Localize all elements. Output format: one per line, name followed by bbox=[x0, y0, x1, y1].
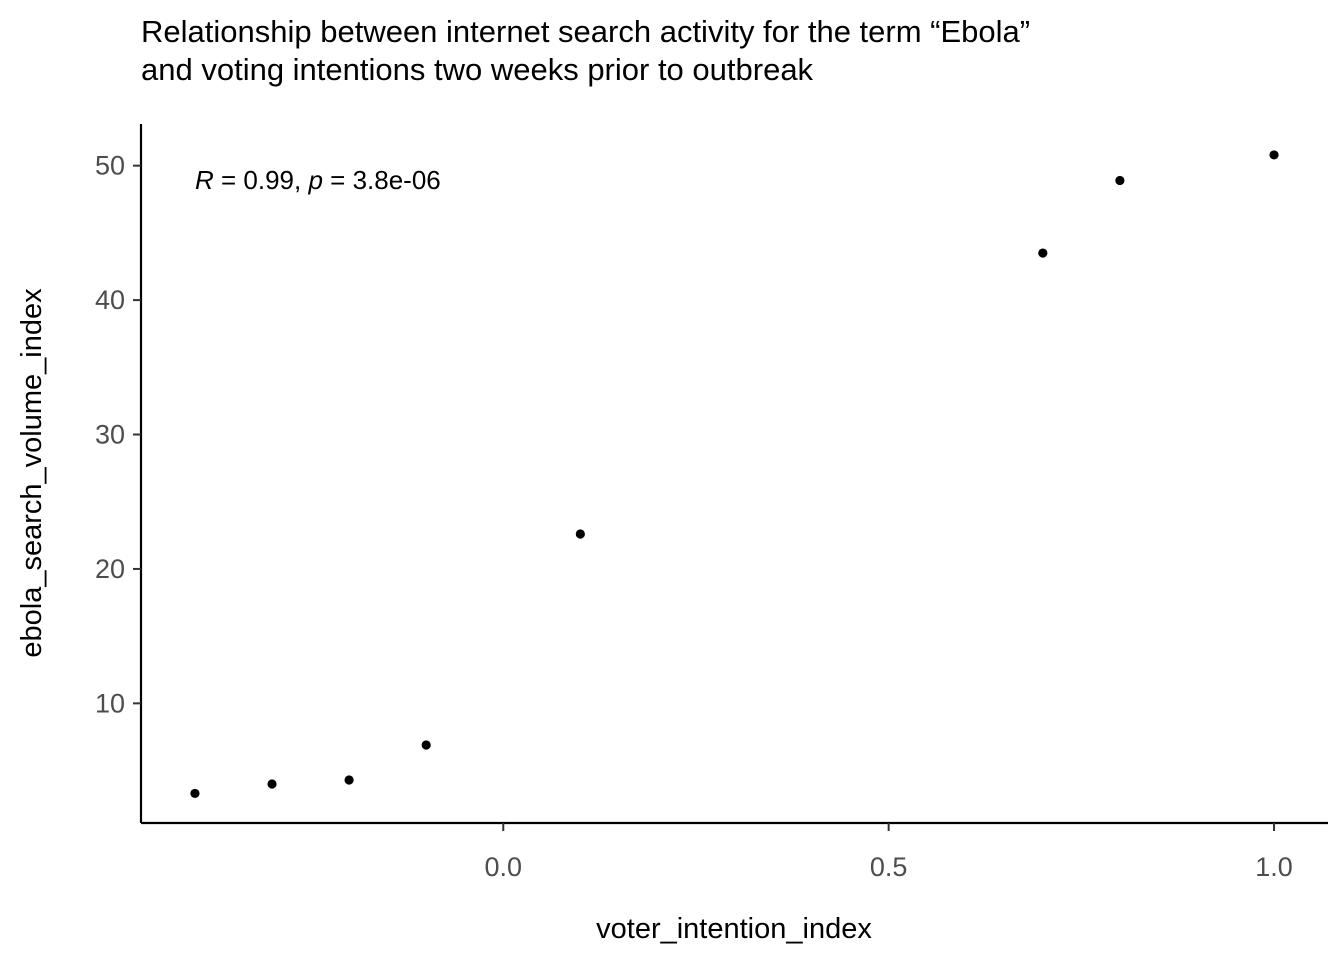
chart-title: Relationship between internet search act… bbox=[141, 14, 1030, 87]
data-point bbox=[267, 779, 277, 789]
y-tick-label: 30 bbox=[95, 420, 125, 450]
x-tick-label: 0.5 bbox=[870, 852, 908, 882]
y-tick-label: 50 bbox=[95, 151, 125, 181]
x-axis-ticks: 0.0 0.5 1.0 bbox=[484, 823, 1293, 882]
x-tick-label: 0.0 bbox=[484, 852, 522, 882]
chart-title-line-2: and voting intentions two weeks prior to… bbox=[141, 52, 814, 87]
correlation-annotation: R = 0.99, p = 3.8e-06 bbox=[195, 165, 441, 195]
y-tick-label: 10 bbox=[95, 688, 125, 718]
x-axis-title: voter_intention_index bbox=[596, 913, 872, 945]
data-point bbox=[190, 788, 200, 799]
y-tick-label: 20 bbox=[95, 554, 125, 584]
x-tick-label: 1.0 bbox=[1255, 852, 1293, 882]
y-axis-ticks: 10 20 30 40 50 bbox=[95, 151, 141, 718]
y-axis-title: ebola_search_volume_index bbox=[16, 288, 48, 658]
data-point bbox=[1269, 150, 1279, 160]
data-point bbox=[575, 529, 585, 539]
data-point bbox=[1115, 175, 1125, 186]
p-symbol: p bbox=[307, 165, 322, 195]
data-points bbox=[190, 150, 1279, 799]
data-point bbox=[344, 775, 354, 785]
data-point bbox=[421, 740, 431, 750]
chart-title-line-1: Relationship between internet search act… bbox=[141, 14, 1030, 49]
y-tick-label: 40 bbox=[95, 285, 125, 315]
r-value: = 0.99, bbox=[214, 165, 309, 195]
r-symbol: R bbox=[195, 165, 214, 195]
p-value: = 3.8e-06 bbox=[323, 165, 441, 195]
data-point bbox=[1038, 248, 1048, 258]
